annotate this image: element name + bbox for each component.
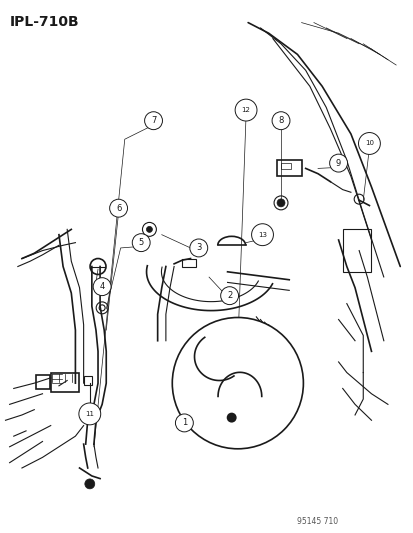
Text: 9: 9 <box>335 159 340 167</box>
Bar <box>182 259 196 267</box>
Text: 2: 2 <box>226 291 232 300</box>
Text: 1: 1 <box>181 418 187 427</box>
Circle shape <box>358 133 380 155</box>
Text: 6: 6 <box>116 204 121 213</box>
Circle shape <box>271 112 289 130</box>
Bar <box>280 163 290 169</box>
Text: 11: 11 <box>85 411 94 417</box>
Text: 95145 710: 95145 710 <box>297 517 338 526</box>
Bar <box>83 376 91 385</box>
Text: 4: 4 <box>99 282 104 291</box>
Text: 7: 7 <box>150 116 156 125</box>
Bar <box>342 229 370 272</box>
Text: 13: 13 <box>257 232 266 238</box>
Circle shape <box>85 479 95 489</box>
Text: IPL-710B: IPL-710B <box>9 14 79 29</box>
Circle shape <box>172 318 303 449</box>
Circle shape <box>175 414 193 432</box>
Circle shape <box>190 239 207 257</box>
Circle shape <box>132 233 150 252</box>
Bar <box>51 373 78 392</box>
Circle shape <box>79 403 100 425</box>
Circle shape <box>146 227 152 232</box>
Text: 5: 5 <box>138 238 143 247</box>
Circle shape <box>235 99 256 121</box>
Text: 8: 8 <box>278 116 283 125</box>
Text: 10: 10 <box>364 141 373 147</box>
Circle shape <box>276 199 284 207</box>
Circle shape <box>251 224 273 246</box>
Circle shape <box>329 154 347 172</box>
Bar <box>36 375 50 389</box>
Bar <box>276 160 301 176</box>
Circle shape <box>109 199 127 217</box>
Text: 3: 3 <box>196 244 201 253</box>
Circle shape <box>220 287 238 305</box>
Circle shape <box>93 278 111 296</box>
Text: 12: 12 <box>241 107 250 113</box>
Circle shape <box>226 413 236 423</box>
Circle shape <box>144 112 162 130</box>
